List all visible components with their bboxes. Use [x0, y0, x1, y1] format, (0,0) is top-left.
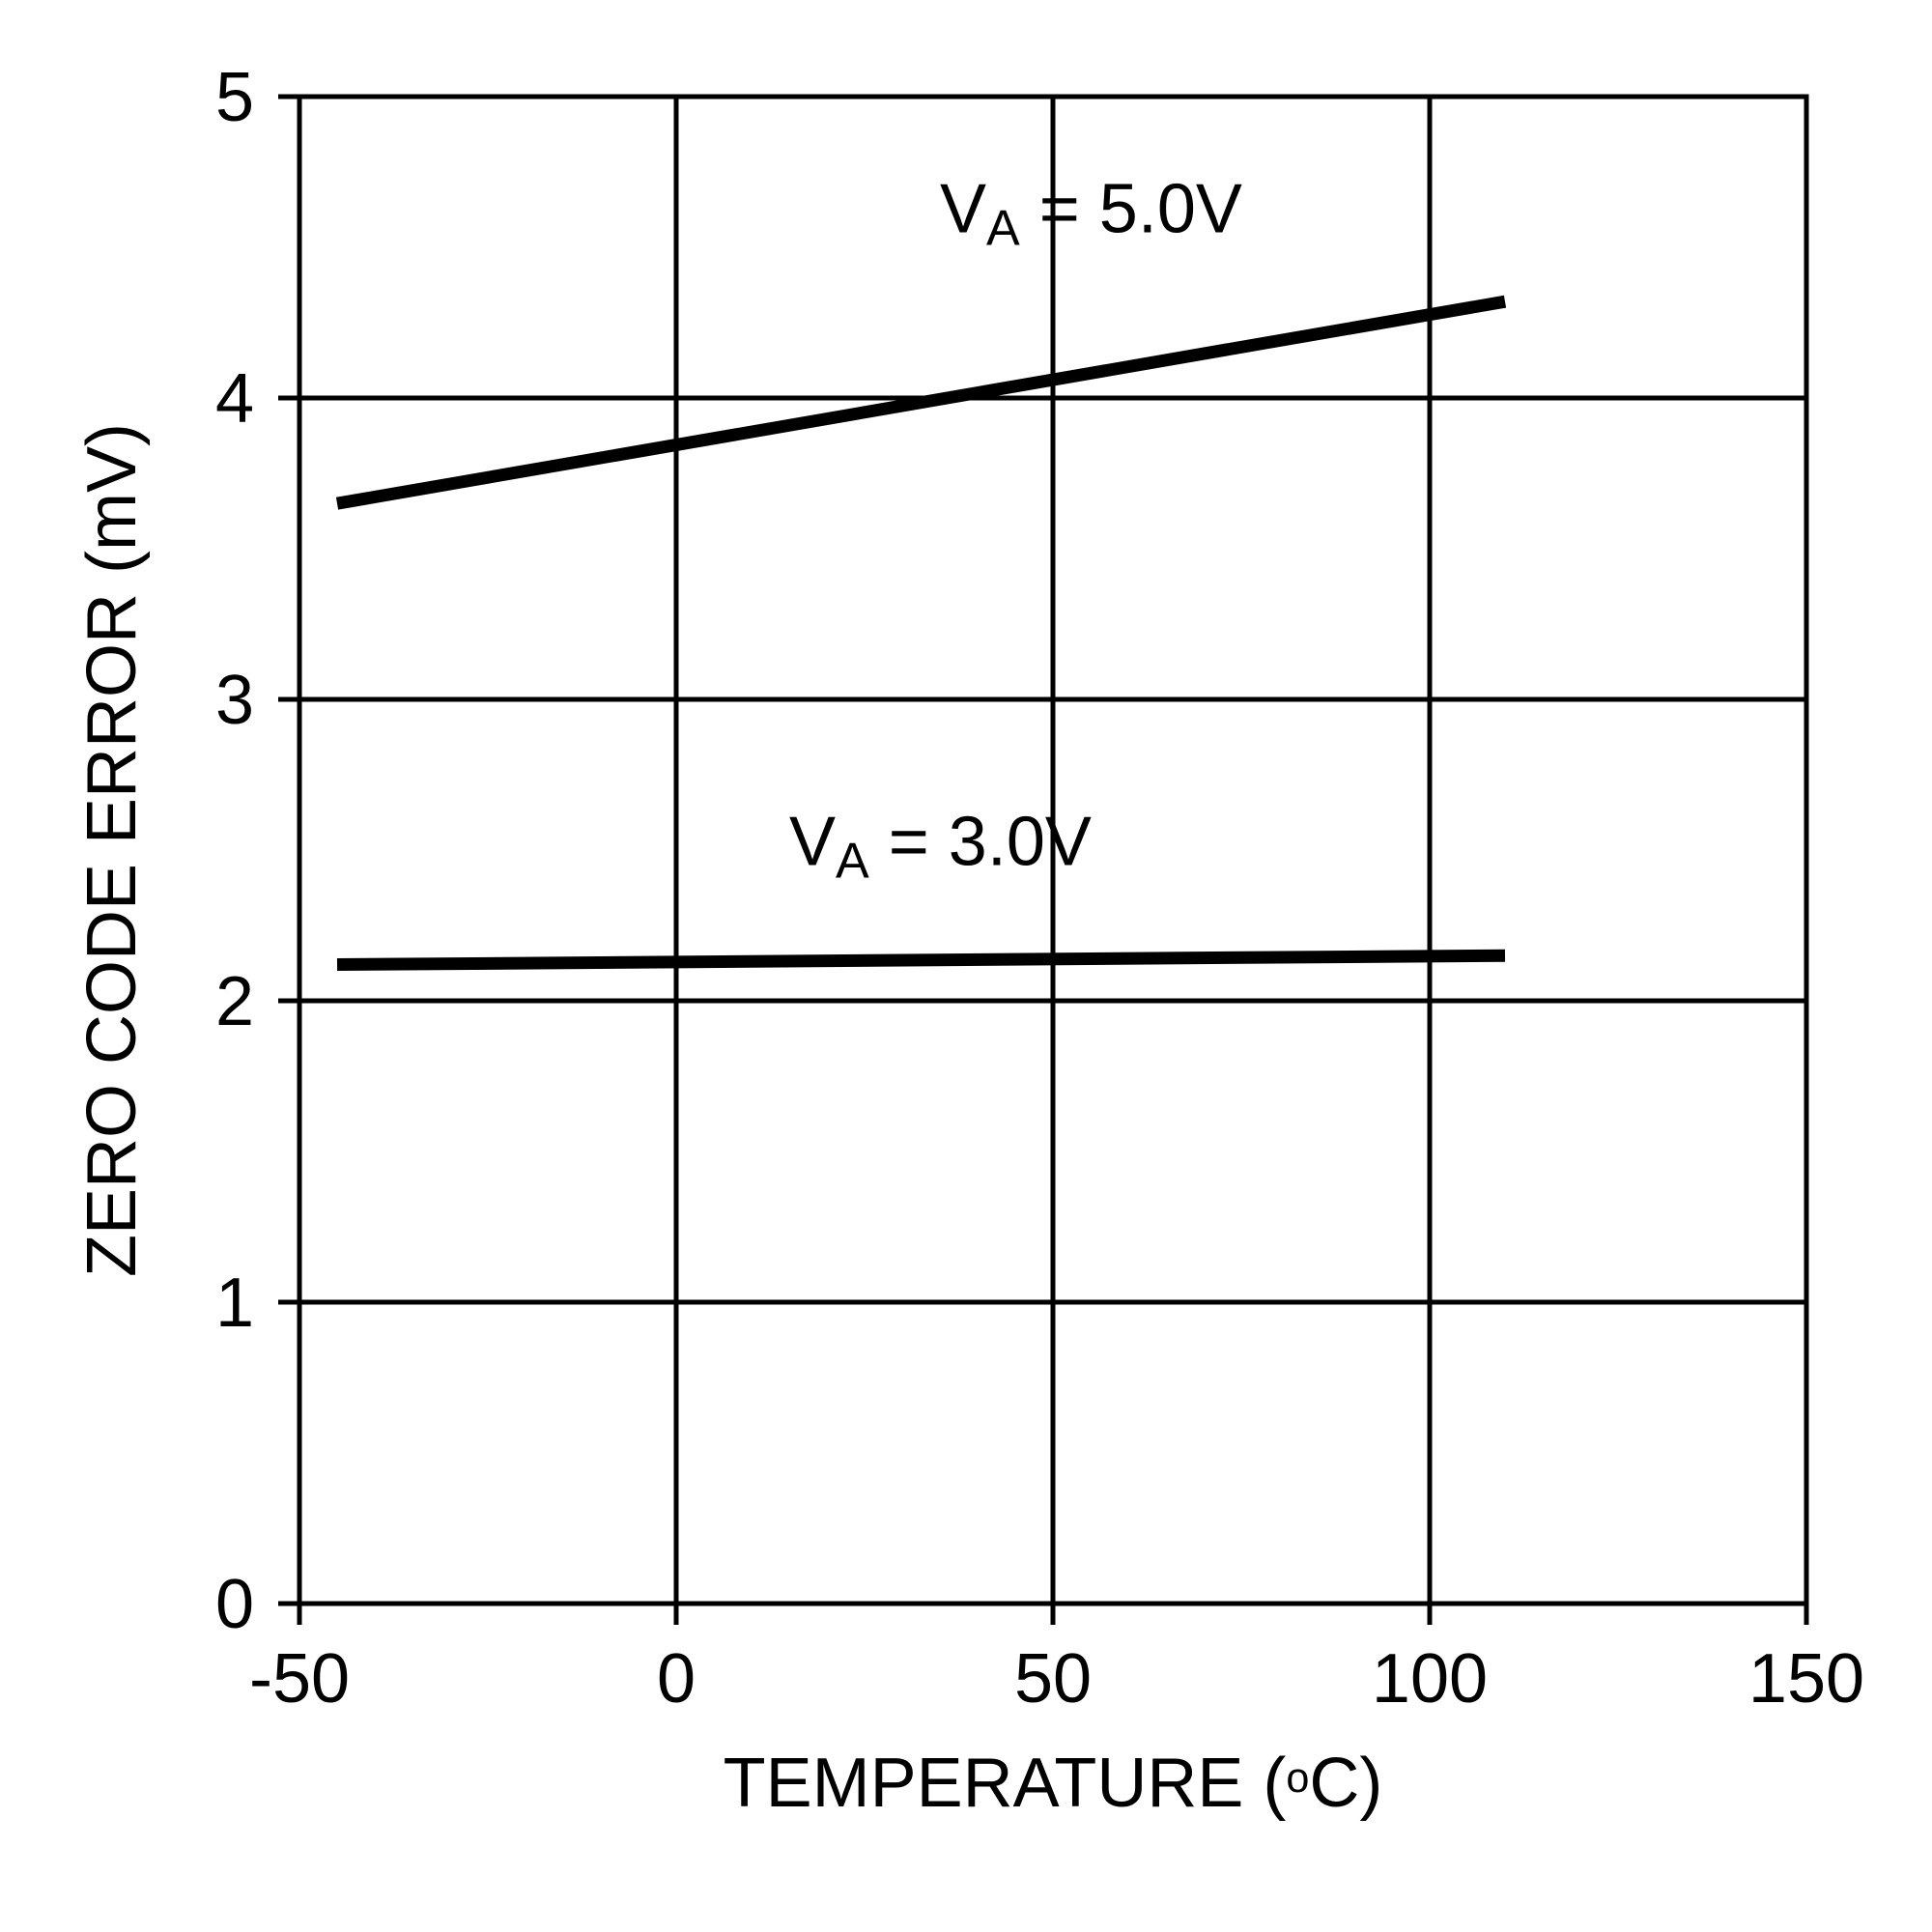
x-axis-label: TEMPERATURE (oC): [724, 1745, 1383, 1822]
line-chart: -50050100150012345TEMPERATURE (oC)ZERO C…: [0, 0, 1932, 1932]
x-tick-label: 0: [657, 1640, 696, 1718]
y-tick-label: 1: [215, 1264, 254, 1342]
y-tick-label: 2: [215, 963, 254, 1040]
x-tick-label: 100: [1372, 1640, 1488, 1718]
y-tick-label: 5: [215, 59, 254, 136]
series-label-VA_5V: VA = 5.0V: [940, 170, 1242, 256]
series-label-VA_3V: VA = 3.0V: [789, 804, 1092, 890]
chart-container: -50050100150012345TEMPERATURE (oC)ZERO C…: [0, 0, 1932, 1932]
y-axis-label: ZERO CODE ERROR (mV): [73, 423, 151, 1277]
y-tick-label: 4: [215, 360, 254, 438]
x-tick-label: 150: [1748, 1640, 1864, 1718]
y-tick-label: 3: [215, 662, 254, 739]
x-tick-label: 50: [1014, 1640, 1092, 1718]
y-tick-label: 0: [215, 1566, 254, 1643]
x-tick-label: -50: [249, 1640, 350, 1718]
